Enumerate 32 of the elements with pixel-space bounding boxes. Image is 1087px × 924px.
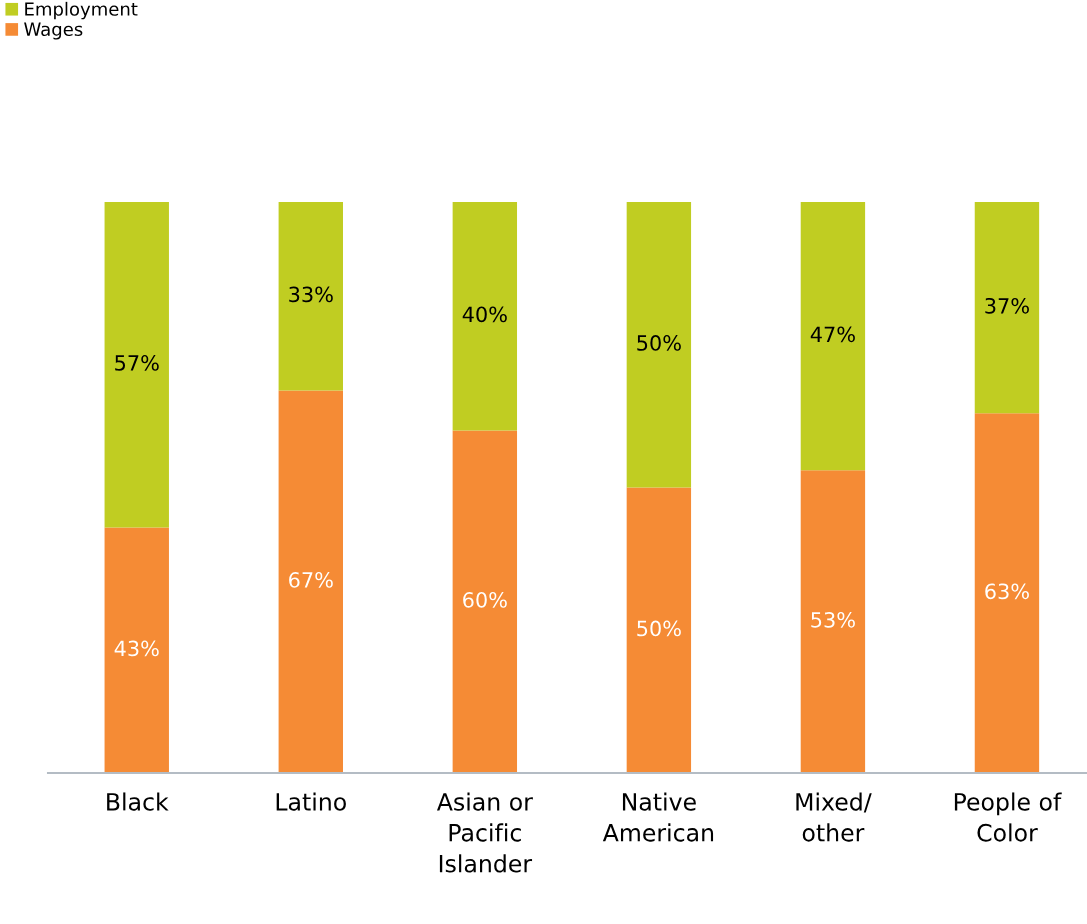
x-tick-label: Native American — [602, 792, 714, 842]
x-tick-label: Mixed/ other — [796, 792, 872, 842]
legend-label: Wages — [24, 22, 83, 40]
bar — [974, 202, 1040, 414]
legend-label: Employment — [25, 1, 138, 20]
data-label: 40% — [462, 306, 507, 323]
bar — [452, 202, 518, 431]
bar — [626, 202, 692, 488]
data-label: 50% — [637, 335, 681, 351]
bar — [278, 202, 343, 391]
bar — [452, 430, 518, 773]
data-label: 37% — [985, 297, 1029, 314]
data-label: 33% — [289, 286, 333, 303]
x-tick-label: Black — [107, 792, 169, 811]
data-label: 47% — [810, 326, 855, 343]
x-tick-label: Latino — [276, 792, 346, 811]
bar — [800, 470, 866, 773]
bar — [104, 202, 169, 528]
x-tick-label: People of Color — [954, 792, 1062, 842]
bar — [626, 487, 692, 773]
data-label: 43% — [114, 640, 159, 657]
data-label: 53% — [811, 611, 855, 628]
bar — [800, 202, 866, 471]
data-label: 57% — [115, 355, 159, 371]
data-label: 50% — [637, 620, 681, 637]
data-label: 60% — [463, 591, 507, 608]
bar — [278, 390, 343, 773]
data-label: 67% — [289, 572, 333, 588]
bar — [104, 527, 169, 773]
data-label: 63% — [985, 583, 1029, 600]
bar — [974, 413, 1040, 773]
x-tick-label: Asian or Pacific Islander — [436, 792, 533, 873]
